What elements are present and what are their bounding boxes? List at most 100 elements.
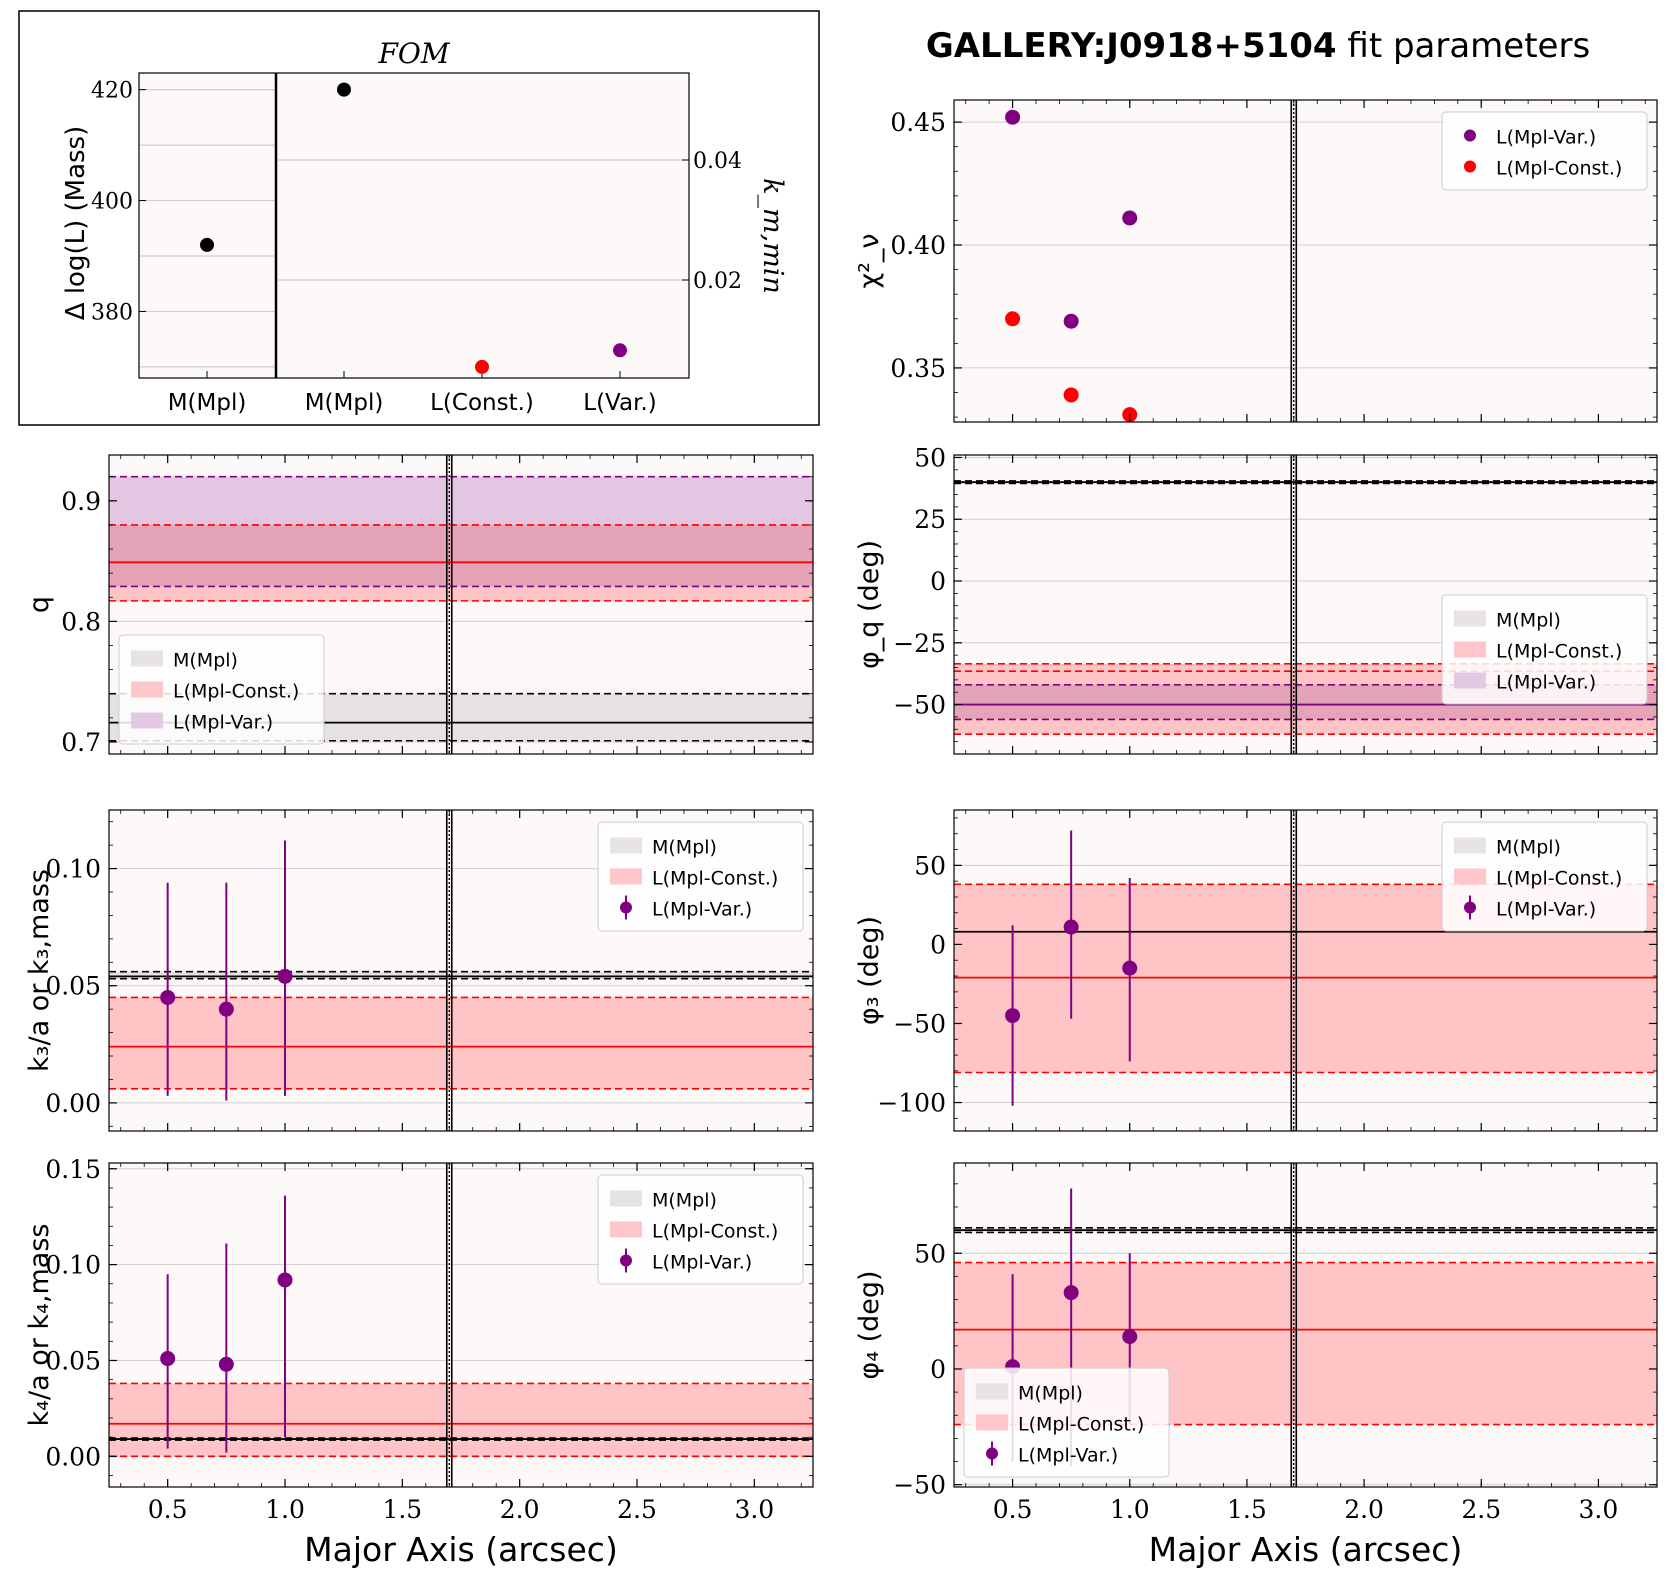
legend-label: L(Mpl-Var.): [1496, 127, 1596, 149]
x-tick-label: 0.5: [148, 1495, 188, 1524]
legend-marker: [620, 901, 632, 914]
panel-phiq: −50 −25 0 25 50 φ_q (deg) M(Mpl) L(Mpl-Const.) L…: [854, 443, 1658, 755]
legend-patch: [1454, 641, 1486, 658]
y-tick-label: −25: [893, 629, 946, 658]
x-tick-label: 1.5: [1227, 1495, 1267, 1524]
x-tick-label: 2.5: [617, 1495, 657, 1524]
fom-right-tick-label: 0.04: [693, 149, 742, 174]
legend-label: L(Mpl-Const.): [1496, 158, 1622, 180]
legend-box: [1441, 594, 1648, 705]
y-tick-label: 0.40: [890, 231, 946, 260]
legend-patch: [610, 868, 642, 885]
legend-label: L(Mpl-Const.): [652, 1221, 778, 1243]
legend-label: L(Mpl-Const.): [1018, 1414, 1144, 1436]
data-point: [1063, 313, 1079, 329]
fom-left-tick-label: 400: [91, 190, 133, 215]
plot-frame: [953, 99, 1658, 423]
legend-marker: [1464, 129, 1476, 142]
y-tick-label: 0: [930, 1355, 946, 1384]
y-tick-label: 0.00: [45, 1442, 101, 1471]
legend-marker: [620, 1254, 632, 1267]
legend-label: M(Mpl): [1018, 1383, 1083, 1405]
legend: M(Mpl) L(Mpl-Const.) L(Mpl-Var.): [597, 1174, 804, 1285]
panel-q: 0.7 0.8 0.9 q M(Mpl) L(Mpl-Const.) L(Mpl-Var.): [24, 454, 814, 757]
data-point: [218, 1356, 234, 1372]
fom-right-category: L(Const.): [430, 390, 534, 416]
legend: M(Mpl) L(Mpl-Const.) L(Mpl-Var.): [597, 821, 804, 932]
x-tick-label: 3.0: [734, 1495, 774, 1524]
y-tick-label: −50: [893, 1009, 946, 1038]
legend: M(Mpl) L(Mpl-Const.) L(Mpl-Var.): [1441, 821, 1648, 932]
data-point: [1063, 387, 1079, 403]
plot-frame: [953, 1162, 1658, 1488]
data-point: [1063, 919, 1079, 935]
legend-patch: [976, 1414, 1008, 1431]
band-overlap: [109, 524, 813, 587]
legend-marker: [1464, 901, 1476, 914]
y-tick-label: 0.35: [890, 354, 946, 383]
fom-right-bg: [276, 73, 689, 378]
fom-left-category: M(Mpl): [168, 390, 247, 416]
y-tick-label: −50: [893, 691, 946, 720]
legend-box: [1441, 111, 1648, 191]
panels: 0.35 0.40 0.45 χ²_ν L(Mpl-Var.) L(Mpl-Const.)…: [24, 99, 1658, 1569]
legend-label: M(Mpl): [1496, 837, 1561, 859]
x-tick-label: 1.0: [265, 1495, 305, 1524]
y-tick-label: 0.10: [45, 855, 101, 884]
panel-phi3: −100 −50 0 50 φ₃ (deg) M(Mpl) L(Mpl-Const.) L(M…: [854, 809, 1658, 1132]
fom-right-point: [337, 82, 351, 97]
legend-box: [1441, 821, 1648, 932]
y-axis-label: φ₃ (deg): [854, 916, 885, 1025]
legend-box: [597, 1174, 804, 1285]
legend-patch: [1454, 610, 1486, 627]
data-point: [218, 1001, 234, 1017]
legend-label: L(Mpl-Const.): [173, 681, 299, 703]
legend-label: L(Mpl-Const.): [1496, 868, 1622, 890]
y-tick-label: 0.45: [890, 108, 946, 137]
x-tick-label: 2.0: [1344, 1495, 1384, 1524]
figure-title-name: GALLERY:J0918+5104: [926, 26, 1337, 66]
y-tick-label: 0.9: [61, 487, 101, 516]
data-point: [277, 968, 293, 984]
legend: M(Mpl) L(Mpl-Const.) L(Mpl-Var.): [963, 1367, 1170, 1478]
y-axis-label: φ₄ (deg): [854, 1270, 885, 1379]
data-point: [1005, 109, 1021, 125]
fom-left-tick-label: 420: [91, 79, 133, 104]
legend-label: L(Mpl-Var.): [652, 899, 752, 921]
legend-label: L(Mpl-Const.): [1496, 641, 1622, 663]
y-tick-label: 0.15: [45, 1155, 101, 1184]
fom-right-category: M(Mpl): [305, 390, 384, 416]
legend-label: M(Mpl): [1496, 610, 1561, 632]
panel-chi2: 0.35 0.40 0.45 χ²_ν L(Mpl-Var.) L(Mpl-Const.): [854, 99, 1658, 423]
x-axis-label: Major Axis (arcsec): [304, 1530, 618, 1569]
legend: L(Mpl-Var.) L(Mpl-Const.): [1441, 111, 1648, 191]
y-tick-label: 0.7: [61, 728, 101, 757]
y-tick-label: −100: [877, 1089, 946, 1118]
data-point: [1122, 210, 1138, 226]
y-axis-label: χ²_ν: [854, 233, 885, 288]
data-point: [1005, 1008, 1021, 1024]
legend-patch: [610, 1190, 642, 1207]
figure-title: GALLERY:J0918+5104 fit parameters: [926, 26, 1590, 66]
legend-label: L(Mpl-Var.): [173, 712, 273, 734]
legend-patch: [1454, 672, 1486, 689]
legend-patch: [131, 712, 163, 729]
y-tick-label: 25: [914, 505, 946, 534]
legend-box: [118, 634, 325, 745]
fom-title: FOM: [377, 37, 450, 70]
y-tick-label: −50: [893, 1471, 946, 1500]
data-point: [1122, 960, 1138, 976]
y-axis-label: φ_q (deg): [854, 540, 885, 669]
fom-ylabel-right: k_m,min: [757, 178, 788, 294]
legend-label: M(Mpl): [173, 650, 238, 672]
legend-box: [597, 821, 804, 932]
legend-label: L(Mpl-Var.): [1496, 899, 1596, 921]
y-tick-label: 0.10: [45, 1251, 101, 1280]
y-tick-label: 50: [914, 851, 946, 880]
legend-label: L(Mpl-Var.): [1496, 672, 1596, 694]
x-tick-label: 2.0: [500, 1495, 540, 1524]
legend: M(Mpl) L(Mpl-Const.) L(Mpl-Var.): [118, 634, 325, 745]
panel-k4: 0.00 0.05 0.10 0.15 0.5 1.0 1.5 2.0 2.5 3.0 Major …: [24, 1155, 814, 1569]
data-point: [277, 1272, 293, 1288]
legend-label: M(Mpl): [652, 837, 717, 859]
